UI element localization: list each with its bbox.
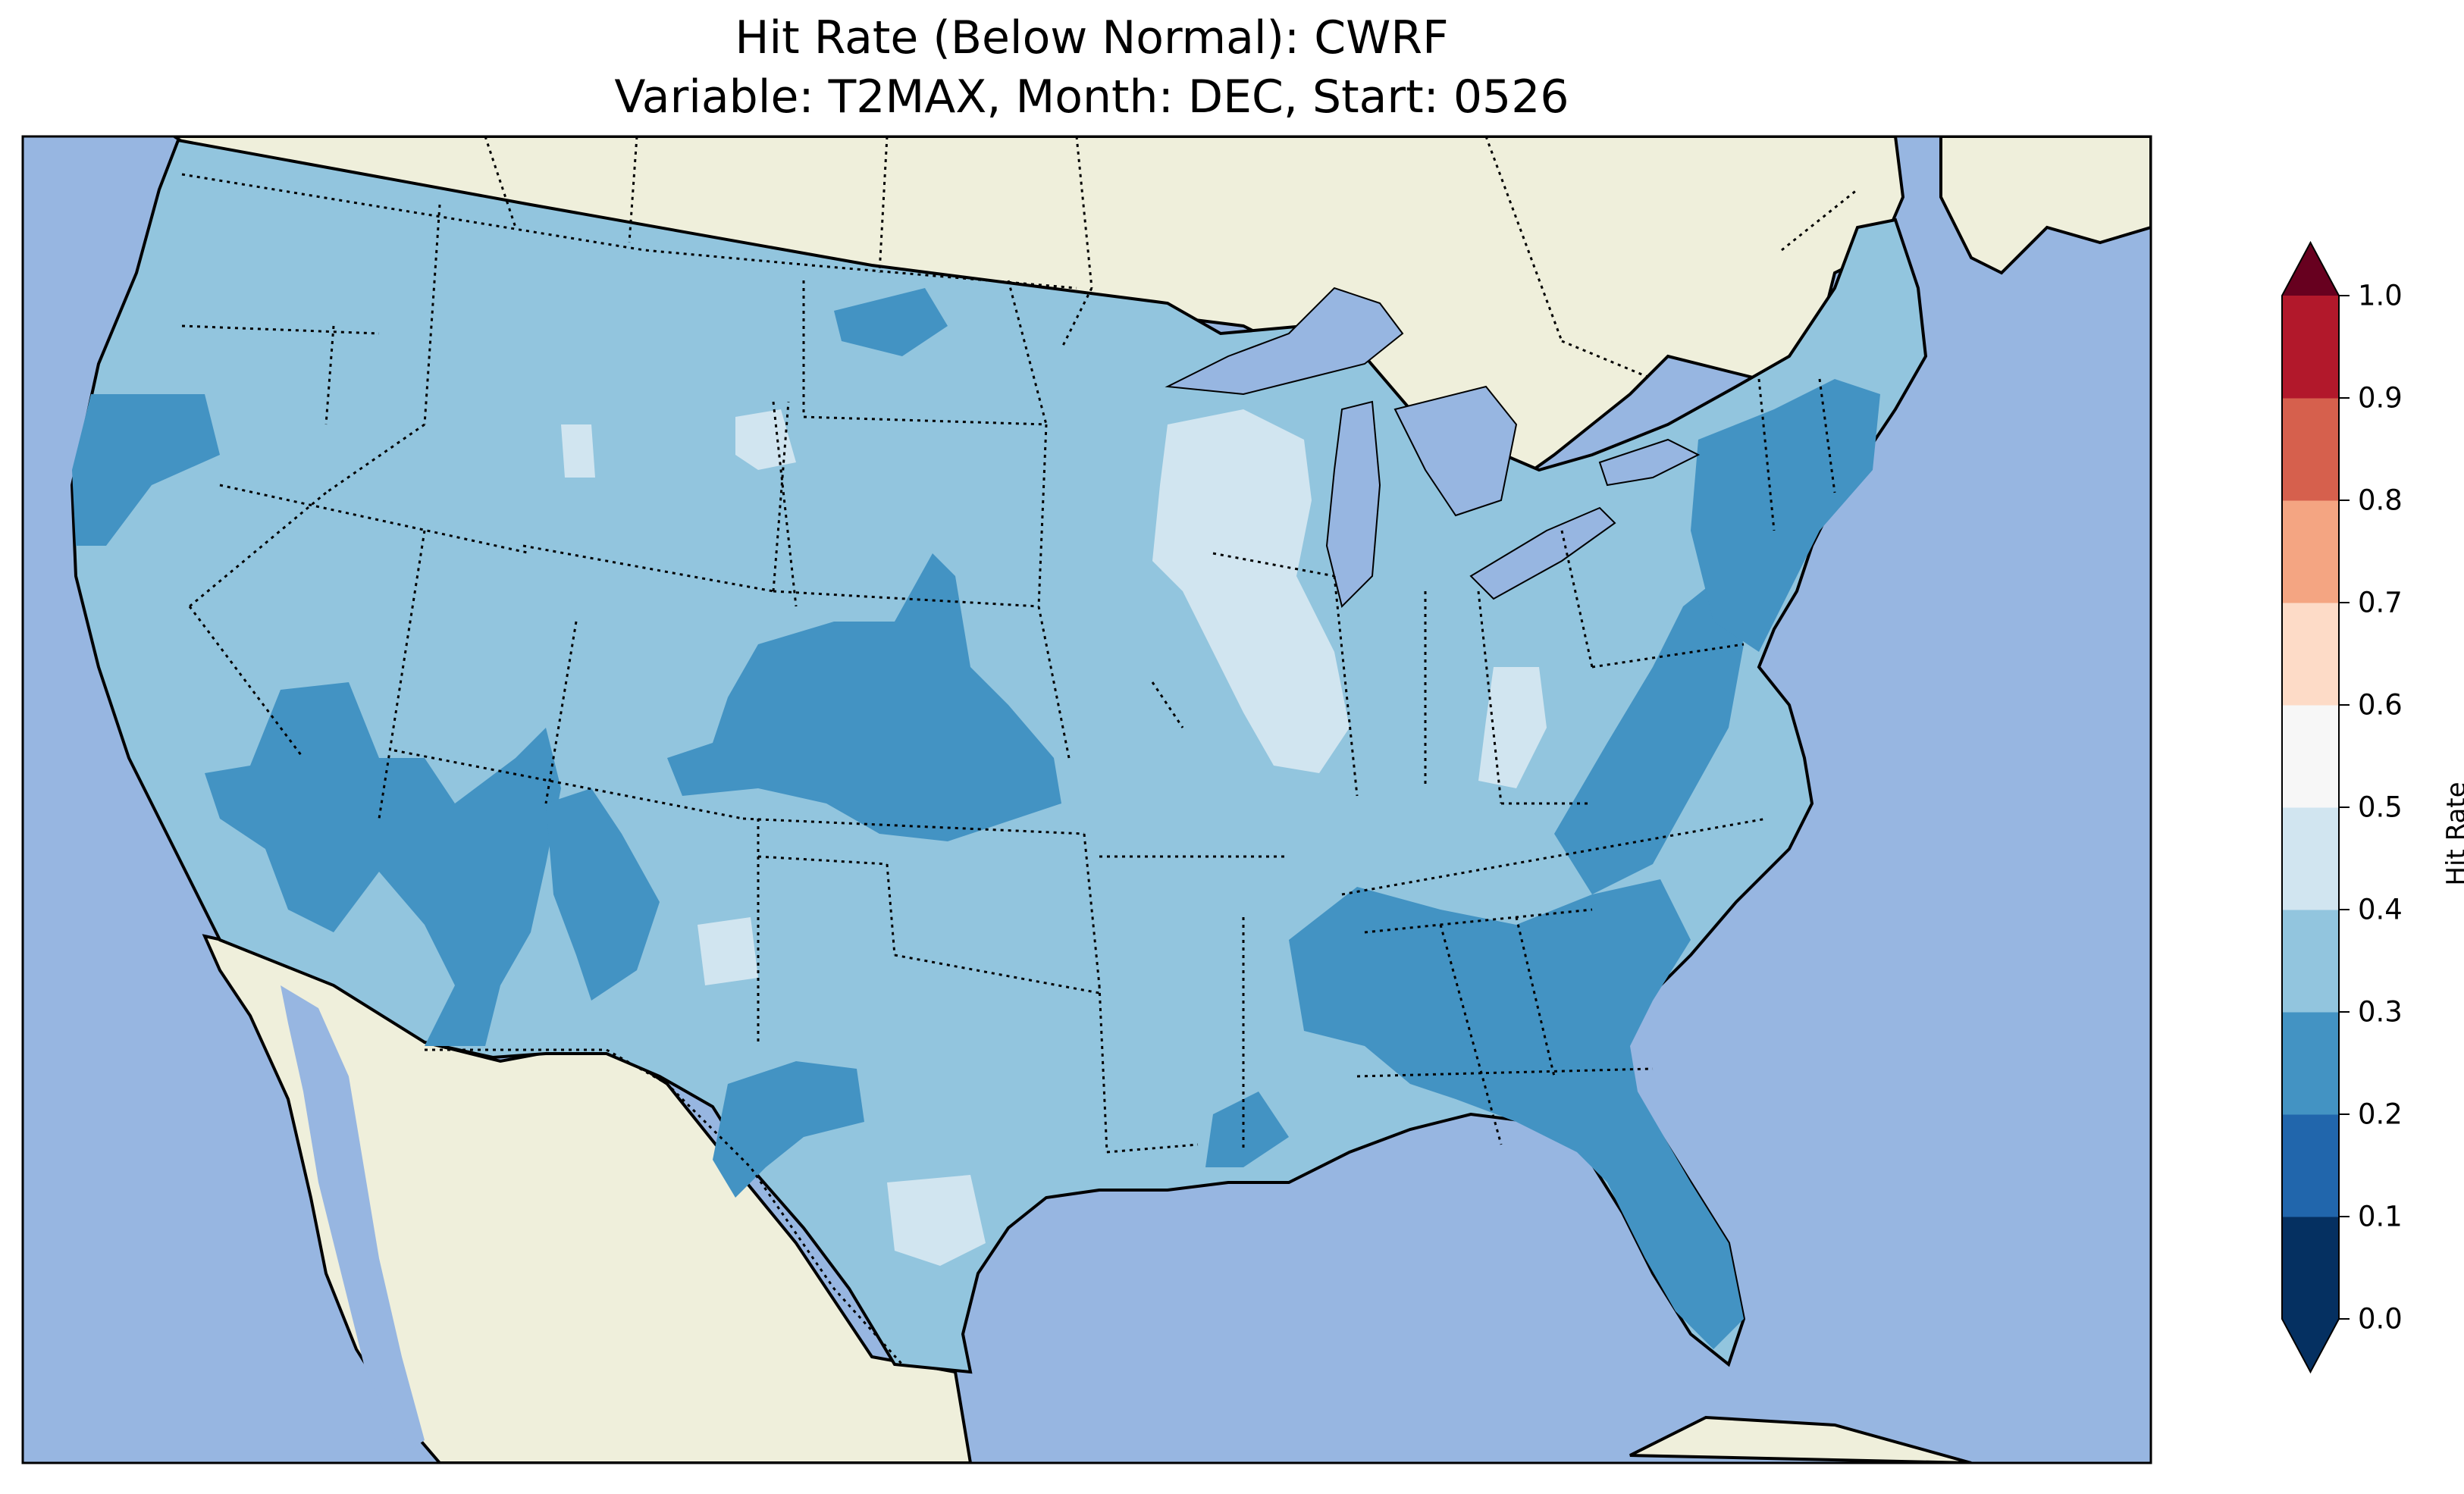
patch-montana-light: [561, 424, 595, 478]
colorbar: [2281, 240, 2350, 1374]
land-maritimes: [1939, 136, 2151, 275]
colorbar-extend-min: [2282, 1319, 2339, 1372]
lake-michigan: [1325, 400, 1381, 608]
colorbar-segment: [2282, 1114, 2339, 1217]
map-frame: [21, 135, 2152, 1464]
colorbar-tick-label: 0.5: [2358, 791, 2403, 824]
great-lakes: [1165, 287, 1701, 608]
lake-erie: [1469, 506, 1616, 600]
gulf-of-california: [281, 985, 425, 1455]
patch-texas: [713, 1061, 864, 1198]
lake-ontario: [1598, 438, 1701, 487]
colorbar-extend-max: [2282, 243, 2339, 296]
land-cuba: [1629, 1415, 1972, 1463]
lake-superior: [1165, 287, 1404, 396]
colorbar-segment: [2282, 1012, 2339, 1115]
patch-oregon-coast: [72, 394, 220, 546]
map-area: [23, 136, 2151, 1463]
patch-colorado-kansas: [667, 553, 1061, 841]
patch-wisconsin-illinois: [1152, 409, 1350, 773]
border-line: [181, 204, 1836, 1154]
state-borders: [181, 204, 1836, 1154]
international-border: [181, 173, 1077, 1366]
colorbar-segment: [2282, 500, 2339, 603]
colorbar-tick-label: 1.0: [2358, 279, 2403, 312]
colorbar-tick-label: 0.7: [2358, 586, 2403, 619]
province-borders: [484, 136, 1858, 381]
patch-arizona-nm: [546, 788, 660, 1001]
patch-appalachia: [1554, 576, 1744, 894]
patch-montana-nd: [834, 288, 948, 356]
patch-southeast: [1289, 879, 1744, 1349]
colorbar-tick-label: 0.1: [2358, 1200, 2403, 1233]
patch-south-texas-light: [887, 1175, 986, 1266]
colorbar-tick-label: 0.0: [2358, 1302, 2403, 1336]
colorbar-tick-label: 0.4: [2358, 893, 2403, 926]
colorbar-tick-label: 0.2: [2358, 1098, 2403, 1131]
map-title-line2: Variable: T2MAX, Month: DEC, Start: 0526: [614, 70, 1569, 124]
colorbar-tick-label: 0.6: [2358, 688, 2403, 722]
colorbar-tick-label: 0.9: [2358, 381, 2403, 415]
colorbar-tick-label: 0.8: [2358, 484, 2403, 517]
map-title-line1: Hit Rate (Below Normal): CWRF: [735, 11, 1449, 64]
colorbar-segment: [2282, 603, 2339, 706]
colorbar-segment: [2282, 398, 2339, 501]
patch-nd-light: [735, 409, 796, 470]
colorbar-segment: [2282, 705, 2339, 808]
colorbar-label: Hit Rate: [2441, 781, 2464, 886]
patch-nm-light: [698, 917, 758, 985]
colorbar-segment: [2282, 1217, 2339, 1320]
patch-louisiana: [1205, 1092, 1289, 1167]
colorbar-segment: [2282, 296, 2339, 399]
patch-northeast: [1691, 379, 1880, 652]
colorbar-segment: [2282, 807, 2339, 910]
patch-great-basin: [205, 682, 561, 1046]
colorbar-tick-label: 0.3: [2358, 995, 2403, 1029]
colorbar-segment: [2282, 910, 2339, 1013]
lake-huron: [1393, 385, 1518, 517]
